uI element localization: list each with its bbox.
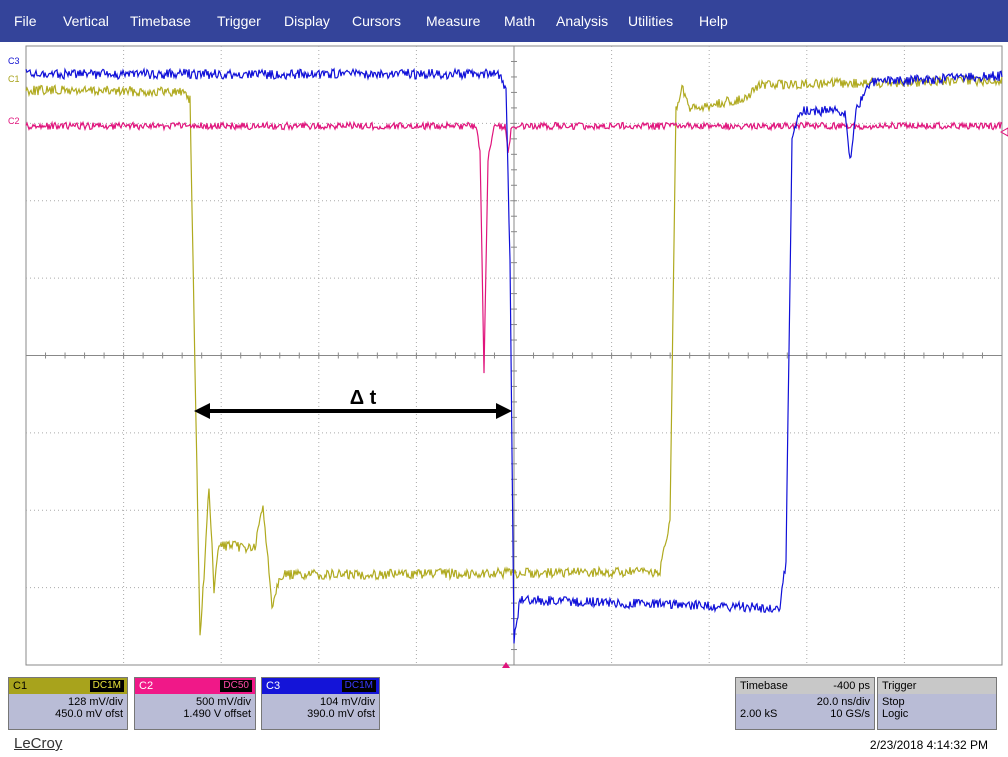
- arrow-head: [194, 403, 210, 419]
- trace-label: C1: [8, 74, 20, 84]
- trigger-marker: [502, 662, 510, 668]
- menu-item[interactable]: Help: [699, 13, 728, 29]
- trigger-title: Trigger: [882, 680, 917, 692]
- time-scale: 20.0 ns/div: [816, 696, 870, 708]
- scale: 128 mV/div: [67, 696, 123, 708]
- menu-item[interactable]: Display: [284, 13, 330, 29]
- sample-rate: 10 GS/s: [830, 708, 870, 720]
- arrow-head: [496, 403, 512, 419]
- coupling: DC1M: [341, 680, 376, 692]
- menu-item[interactable]: File: [14, 13, 37, 29]
- offset: 1.490 V offset: [183, 708, 251, 720]
- menu-bar: File Vertical Timebase Trigger Display C…: [0, 0, 1008, 42]
- channel-name: C2: [139, 680, 154, 692]
- coupling: DC1M: [89, 680, 124, 692]
- timestamp: 2/23/2018 4:14:32 PM: [869, 738, 988, 752]
- scale: 104 mV/div: [319, 696, 375, 708]
- menu-item[interactable]: Utilities: [628, 13, 674, 29]
- menu-item[interactable]: Measure: [426, 13, 481, 29]
- brand: LeCroy: [14, 735, 63, 752]
- menu-item[interactable]: Trigger: [217, 13, 261, 29]
- waveform: [25, 120, 1003, 374]
- channel-name: C3: [266, 680, 281, 692]
- menu-item[interactable]: Vertical: [63, 13, 109, 29]
- channel-box[interactable]: C1 DC1M 128 mV/div 450.0 mV ofst: [8, 677, 128, 730]
- channel-box[interactable]: C2 DC50 500 mV/div 1.490 V offset: [134, 677, 256, 730]
- channel-box[interactable]: C3 DC1M 104 mV/div 390.0 mV ofst: [261, 677, 380, 730]
- trigger-box[interactable]: Trigger Stop Logic: [877, 677, 997, 730]
- offset: 450.0 mV ofst: [55, 708, 123, 720]
- timebase-box[interactable]: Timebase -400 ps 20.0 ns/div 2.00 kS 10 GS…: [735, 677, 875, 730]
- menu-item[interactable]: Analysis: [556, 13, 609, 29]
- offset: 390.0 mV ofst: [307, 708, 375, 720]
- waveform: [25, 74, 1003, 636]
- waveform: [25, 67, 1003, 644]
- scale: 500 mV/div: [195, 696, 251, 708]
- menu-item[interactable]: Math: [504, 13, 536, 29]
- trace-label: C2: [8, 116, 20, 126]
- ref-marker: [999, 127, 1008, 137]
- timebase-title: Timebase: [740, 680, 788, 692]
- menu-item[interactable]: Timebase: [130, 13, 191, 29]
- trigger-state: Stop: [882, 696, 905, 708]
- trace-label: C3: [8, 56, 20, 66]
- menu-item[interactable]: Cursors: [352, 13, 402, 29]
- annotation: Δ t: [350, 387, 377, 409]
- coupling: DC50: [220, 680, 252, 692]
- trigger-mode: Logic: [882, 708, 909, 720]
- graticule: C3 C1 C2 Δ t: [8, 45, 1008, 668]
- samples: 2.00 kS: [740, 708, 778, 720]
- channel-name: C1: [13, 680, 28, 692]
- delay: -400 ps: [833, 680, 870, 692]
